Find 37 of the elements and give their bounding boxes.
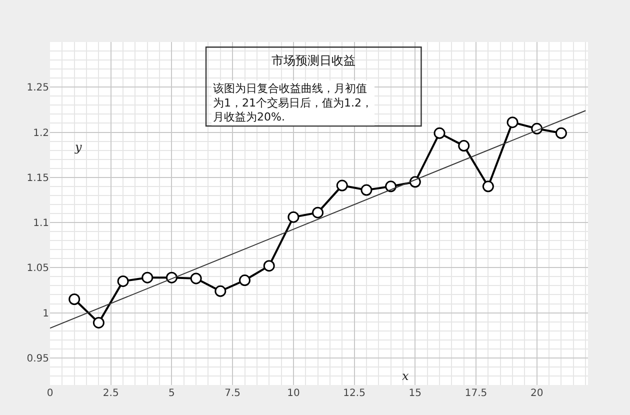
point	[142, 272, 154, 284]
point	[190, 272, 202, 284]
point	[92, 316, 104, 328]
y-axis-title: y	[74, 140, 82, 154]
x-tick-label: 0	[46, 388, 54, 399]
y-tick-label: 1	[42, 308, 49, 320]
text: 市场预测日收益	[272, 53, 356, 68]
point	[117, 275, 129, 287]
point	[458, 140, 470, 152]
point	[68, 294, 80, 305]
y-tick-label: 1.15	[26, 172, 49, 184]
x-tick-label: 15	[408, 388, 422, 399]
point	[288, 211, 300, 223]
x-tick-label: 2.5	[102, 388, 119, 399]
point	[214, 285, 226, 297]
point	[360, 184, 372, 196]
x-tick-label: 20	[530, 388, 544, 399]
y-tick-label: 1.1	[33, 218, 49, 230]
point	[434, 127, 446, 139]
y-tick-label: 1.2	[33, 128, 49, 139]
point	[239, 274, 250, 286]
point	[312, 206, 324, 218]
y-tick-label: 1.05	[26, 263, 49, 274]
x-tick-label: 12.5	[343, 388, 366, 399]
y-tick-label: 0.95	[26, 353, 49, 364]
x-tick-label: 7.5	[224, 388, 241, 399]
point	[506, 116, 518, 128]
point	[555, 127, 567, 139]
x-tick-label: 10	[287, 388, 300, 399]
x-axis-title: x	[402, 369, 409, 383]
annotation: 该图为日复合收益曲线，月初值为1，21个交易日后，值为1.2，月收益为20%.	[213, 82, 372, 124]
x-tick-label: 5	[168, 388, 175, 399]
x-tick-label: 17.5	[464, 388, 488, 399]
point	[336, 180, 348, 192]
point	[263, 260, 275, 272]
point	[482, 180, 494, 192]
y-tick-label: 1.25	[26, 82, 49, 94]
